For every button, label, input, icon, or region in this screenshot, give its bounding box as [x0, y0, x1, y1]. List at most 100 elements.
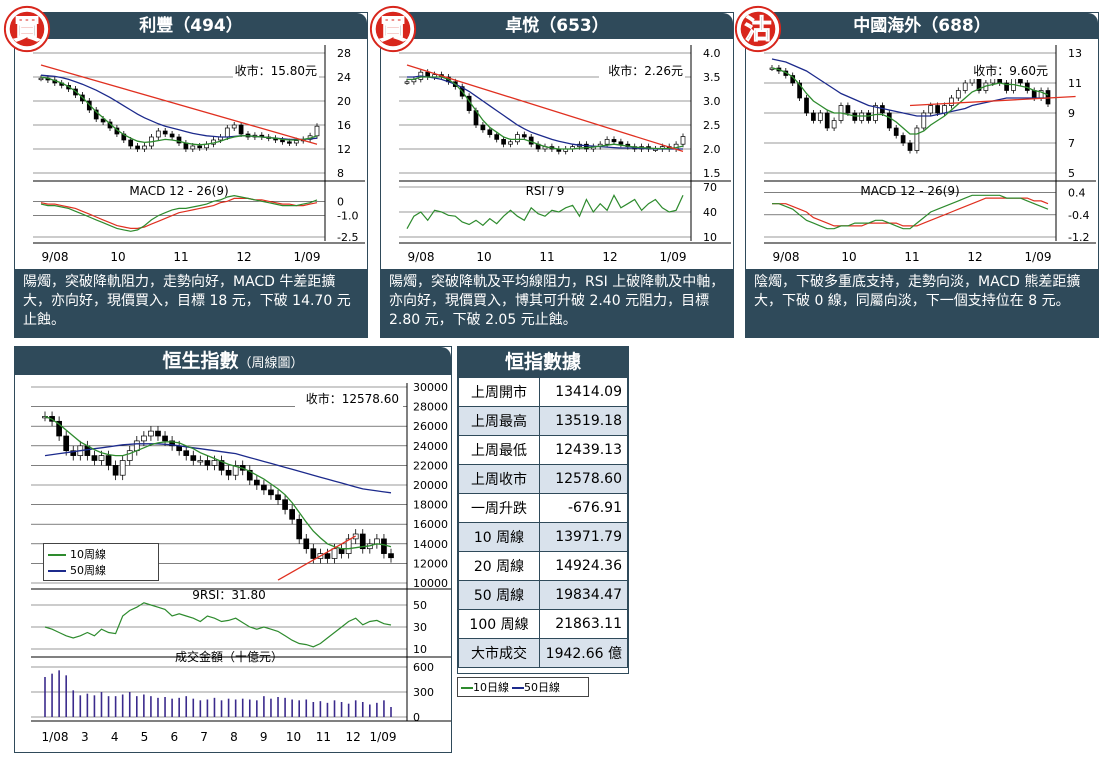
stock-panel-494: 利豐（494） 28 24 20 16 12 8 0 -1.0 -2.5 收市：15.80元 MAC…: [14, 12, 368, 338]
candle-body: [817, 112, 823, 121]
candle-body: [155, 430, 161, 437]
candle-body: [91, 455, 98, 461]
candle-body: [133, 440, 140, 452]
candle-body: [914, 127, 920, 151]
stats-grid: 上周開市 13414.09 上周最高 13519.18 上周最低 12439.13 上周收市…: [458, 377, 628, 668]
candle-body: [611, 139, 617, 143]
stats-row: 一周升跌 -676.91: [458, 493, 628, 523]
ind-tick-label: -1.2: [1068, 231, 1089, 244]
candle-body: [148, 430, 154, 437]
x-tick-label: 10: [476, 250, 491, 264]
candle-body: [852, 112, 858, 121]
candle-body: [584, 143, 589, 150]
candle-body: [1031, 90, 1037, 99]
candle-body: [293, 140, 299, 144]
y-tick-label: 13: [1068, 47, 1082, 60]
x-tick-label: 6: [170, 730, 178, 744]
candle-body: [804, 97, 809, 114]
candle-body: [680, 136, 686, 145]
candle-body: [797, 82, 802, 99]
y-tick-label: 28000: [413, 401, 448, 414]
x-tick-label: 7: [200, 730, 208, 744]
trend-line: [277, 535, 357, 581]
ma-short-line: [407, 76, 684, 150]
close-label: 收市：2.26元: [608, 63, 683, 78]
hsi-stats-table: 恒指數據 上周開市 13414.09 上周最高 13519.18 上周最低 12439.1…: [457, 346, 629, 674]
candle-body: [521, 134, 527, 138]
ma-long-line: [771, 58, 1048, 117]
candle-body: [224, 127, 230, 138]
stats-key: 一周升跌: [458, 493, 540, 523]
candle-body: [141, 435, 147, 442]
legend-label: 10日線: [473, 681, 509, 694]
y-tick-label: 12: [337, 143, 351, 156]
candle-body: [381, 538, 387, 554]
panel-title: 卓悅（653）: [381, 13, 733, 39]
stock-panel-653: 卓悅（653） 4.0 3.5 3.0 2.5 2.0 1.5 70 40 10 收市：2.26元…: [380, 12, 734, 338]
stats-value: 19834.47: [539, 580, 628, 610]
buy-badge-icon: 買: [369, 5, 417, 53]
stock-chart-494: 28 24 20 16 12 8 0 -1.0 -2.5 收市：15.80元 MACD 12 - 2…: [33, 45, 365, 264]
candle-body: [232, 465, 239, 476]
y-tick-label: 14000: [413, 538, 448, 551]
y-tick-label: 22000: [413, 459, 448, 472]
candle-body: [112, 465, 119, 476]
volume-tick-label: 600: [413, 661, 434, 674]
ind-tick-label: 0: [337, 195, 344, 208]
candle-body: [494, 134, 500, 140]
candle-body: [515, 134, 520, 143]
hsi-panel: 恒生指數（周線圖） 30000 28000 26000 24000 22000 20000…: [14, 346, 452, 753]
legend-item-50w: 50周線: [48, 562, 154, 578]
y-tick-label: 30000: [413, 381, 448, 394]
candle-body: [374, 538, 380, 545]
x-tick-label: 9/08: [773, 250, 800, 264]
x-tick-label: 10: [110, 250, 125, 264]
x-tick-label: 4: [111, 730, 119, 744]
stats-row: 上周開市 13414.09: [458, 377, 628, 407]
stats-row: 大市成交 1942.66 億: [458, 638, 628, 668]
candle-body: [866, 112, 871, 121]
y-tick-label: 24: [337, 71, 351, 84]
ind-tick-label: 0.4: [1068, 187, 1086, 200]
x-tick-label: 1/09: [370, 730, 397, 744]
rsi-line: [44, 602, 392, 648]
y-tick-label: 2.0: [703, 143, 721, 156]
y-tick-label: 5: [1068, 167, 1075, 180]
y-tick-label: 1.5: [703, 167, 721, 180]
candle-body: [126, 450, 133, 461]
candle-body: [1004, 82, 1009, 91]
stats-key: 100 周線: [458, 609, 540, 639]
y-tick-label: 11: [1068, 77, 1082, 90]
stats-row: 20 周線 14924.36: [458, 551, 628, 581]
x-tick-label: 1/09: [294, 250, 321, 264]
rsi-tick-label: 10: [413, 643, 427, 656]
hsi-subtitle: （周線圖）: [238, 356, 304, 371]
x-tick-label: 12: [236, 250, 251, 264]
analysis-text: 陽燭，突破降軌及平均線阻力，RSI 上破降軌及中軸，亦向好，現價買入，博其可升破…: [381, 269, 733, 337]
x-tick-label: 11: [539, 250, 554, 264]
macd-signal-line: [772, 197, 1049, 227]
candle-body: [225, 469, 232, 476]
stats-value: 21863.11: [539, 609, 628, 639]
rsi-tick-label: 50: [413, 599, 427, 612]
ma-10w-line: [44, 415, 392, 550]
y-tick-label: 12000: [413, 557, 448, 570]
candle-body: [204, 460, 211, 466]
ind-tick-label: -1.0: [337, 210, 358, 223]
candle-body: [197, 145, 203, 149]
close-label-bg: [233, 63, 319, 79]
stats-key: 20 周線: [458, 551, 540, 581]
y-tick-label: 26000: [413, 420, 448, 433]
x-tick-label: 8: [230, 730, 238, 744]
rsi-label: 9RSI：31.80: [192, 588, 265, 602]
legend-label: 50日線: [524, 681, 560, 694]
candle-body: [287, 141, 292, 144]
candle-body: [169, 133, 175, 138]
analysis-text: 陰燭，下破多重底支持，走勢向淡，MACD 熊差距擴大，下破 0 線，同屬向淡，下…: [746, 269, 1098, 337]
candle-body: [238, 124, 244, 135]
candle-body: [231, 124, 237, 129]
analysis-text: 陽燭，突破降軌阻力，走勢向好，MACD 牛差距擴大，亦向好，現價買入，目標 18…: [15, 269, 367, 337]
candle-body: [921, 112, 927, 129]
candle-body: [261, 484, 267, 491]
candle-body: [63, 435, 70, 452]
